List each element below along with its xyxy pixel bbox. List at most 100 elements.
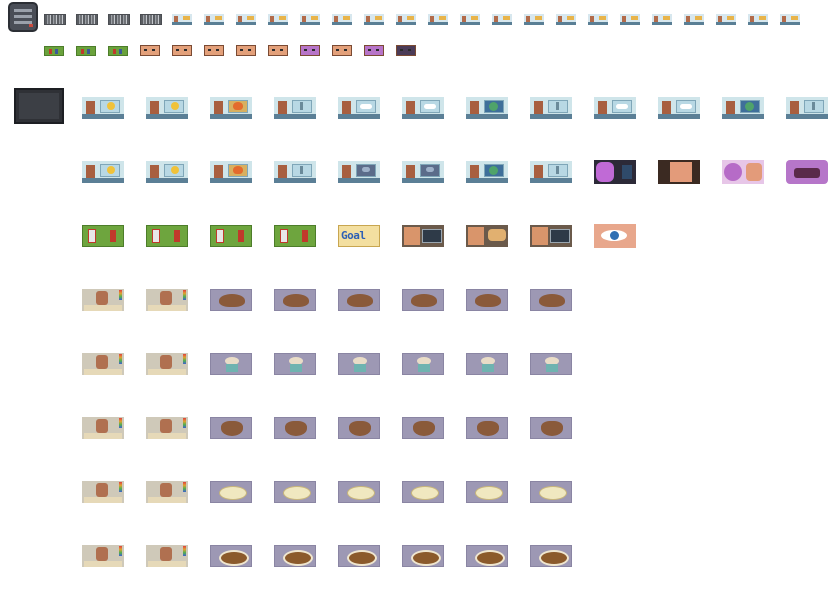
- stew-tile: [274, 545, 316, 567]
- mini-news-tile: [556, 14, 576, 25]
- mini-face-tile: [172, 45, 192, 56]
- croissant-tile: [210, 289, 252, 311]
- mini-news-tile: [332, 14, 352, 25]
- stew-tile: [338, 545, 380, 567]
- news-weather-tile: [274, 161, 316, 183]
- mini-news-tile: [204, 14, 224, 25]
- heart-cookie-tile: [402, 417, 444, 439]
- news-weather-tile: [658, 97, 700, 119]
- mini-news-tile: [492, 14, 512, 25]
- mini-face-tile: [236, 45, 256, 56]
- croissant-tile: [402, 289, 444, 311]
- monster-mouth-tile: [786, 160, 828, 184]
- stew-tile: [530, 545, 572, 567]
- news-weather-tile: [786, 97, 828, 119]
- soup-tile: [402, 481, 444, 503]
- mini-news-tile: [396, 14, 416, 25]
- mini-face-tile: [396, 45, 416, 56]
- mini-face-tile: [268, 45, 288, 56]
- stew-tile: [466, 545, 508, 567]
- cupcake-tile: [402, 353, 444, 375]
- mini-news-tile: [236, 14, 256, 25]
- chef-tile: [146, 353, 188, 375]
- heart-cookie-tile: [530, 417, 572, 439]
- fans-cheering-tile: [466, 225, 508, 247]
- static-noise-tile: [44, 14, 66, 25]
- soup-tile: [530, 481, 572, 503]
- chef-tile: [82, 481, 124, 503]
- chef-tile: [146, 545, 188, 567]
- news-weather-tile: [530, 97, 572, 119]
- mini-face-tile: [332, 45, 352, 56]
- soccer-tile: [210, 225, 252, 247]
- news-weather-tile: [82, 97, 124, 119]
- mini-soccer-tile: [76, 46, 96, 56]
- static-noise-tile: [76, 14, 98, 25]
- mini-news-tile: [172, 14, 192, 25]
- news-weather-tile: [466, 97, 508, 119]
- monster-and-person-tile: [722, 160, 764, 184]
- news-weather-tile: [146, 97, 188, 119]
- news-weather-tile: [210, 97, 252, 119]
- soccer-tile: [82, 225, 124, 247]
- mini-news-tile: [268, 14, 288, 25]
- heart-cookie-tile: [466, 417, 508, 439]
- chef-tile: [146, 289, 188, 311]
- cupcake-tile: [274, 353, 316, 375]
- tv-icon: [14, 88, 64, 124]
- mini-news-tile: [620, 14, 640, 25]
- mini-soccer-tile: [44, 46, 64, 56]
- croissant-tile: [338, 289, 380, 311]
- mini-face-tile: [204, 45, 224, 56]
- croissant-tile: [530, 289, 572, 311]
- static-noise-tile: [140, 14, 162, 25]
- cupcake-tile: [338, 353, 380, 375]
- mini-soccer-tile: [108, 46, 128, 56]
- stew-tile: [402, 545, 444, 567]
- mini-news-tile: [300, 14, 320, 25]
- heart-cookie-tile: [338, 417, 380, 439]
- mini-news-tile: [364, 14, 384, 25]
- goal-banner-tile: Goal: [338, 225, 380, 247]
- goal-text: Goal: [341, 229, 366, 242]
- fan-watching-tile: [402, 225, 444, 247]
- cupcake-tile: [530, 353, 572, 375]
- news-weather-tile: [146, 161, 188, 183]
- news-weather-tile: [274, 97, 316, 119]
- soup-tile: [210, 481, 252, 503]
- chef-tile: [146, 481, 188, 503]
- news-weather-tile: [402, 97, 444, 119]
- news-weather-tile: [338, 161, 380, 183]
- purple-monster-tile: [594, 160, 636, 184]
- news-weather-tile: [338, 97, 380, 119]
- news-weather-tile: [402, 161, 444, 183]
- mini-face-tile: [364, 45, 384, 56]
- news-weather-tile: [466, 161, 508, 183]
- cupcake-tile: [210, 353, 252, 375]
- soccer-tile: [146, 225, 188, 247]
- mini-news-tile: [780, 14, 800, 25]
- chef-tile: [82, 353, 124, 375]
- chef-tile: [82, 417, 124, 439]
- soup-tile: [338, 481, 380, 503]
- eye-closeup-tile: [594, 224, 636, 248]
- heart-cookie-tile: [274, 417, 316, 439]
- chef-tile: [82, 545, 124, 567]
- croissant-tile: [274, 289, 316, 311]
- news-weather-tile: [722, 97, 764, 119]
- cupcake-tile: [466, 353, 508, 375]
- mini-news-tile: [460, 14, 480, 25]
- heart-cookie-tile: [210, 417, 252, 439]
- mini-news-tile: [748, 14, 768, 25]
- mini-news-tile: [428, 14, 448, 25]
- soup-tile: [274, 481, 316, 503]
- doorway-face-tile: [658, 160, 700, 184]
- mini-news-tile: [684, 14, 704, 25]
- news-weather-tile: [594, 97, 636, 119]
- soup-tile: [466, 481, 508, 503]
- chef-tile: [146, 417, 188, 439]
- stew-tile: [210, 545, 252, 567]
- mini-news-tile: [652, 14, 672, 25]
- static-noise-tile: [108, 14, 130, 25]
- news-weather-tile: [82, 161, 124, 183]
